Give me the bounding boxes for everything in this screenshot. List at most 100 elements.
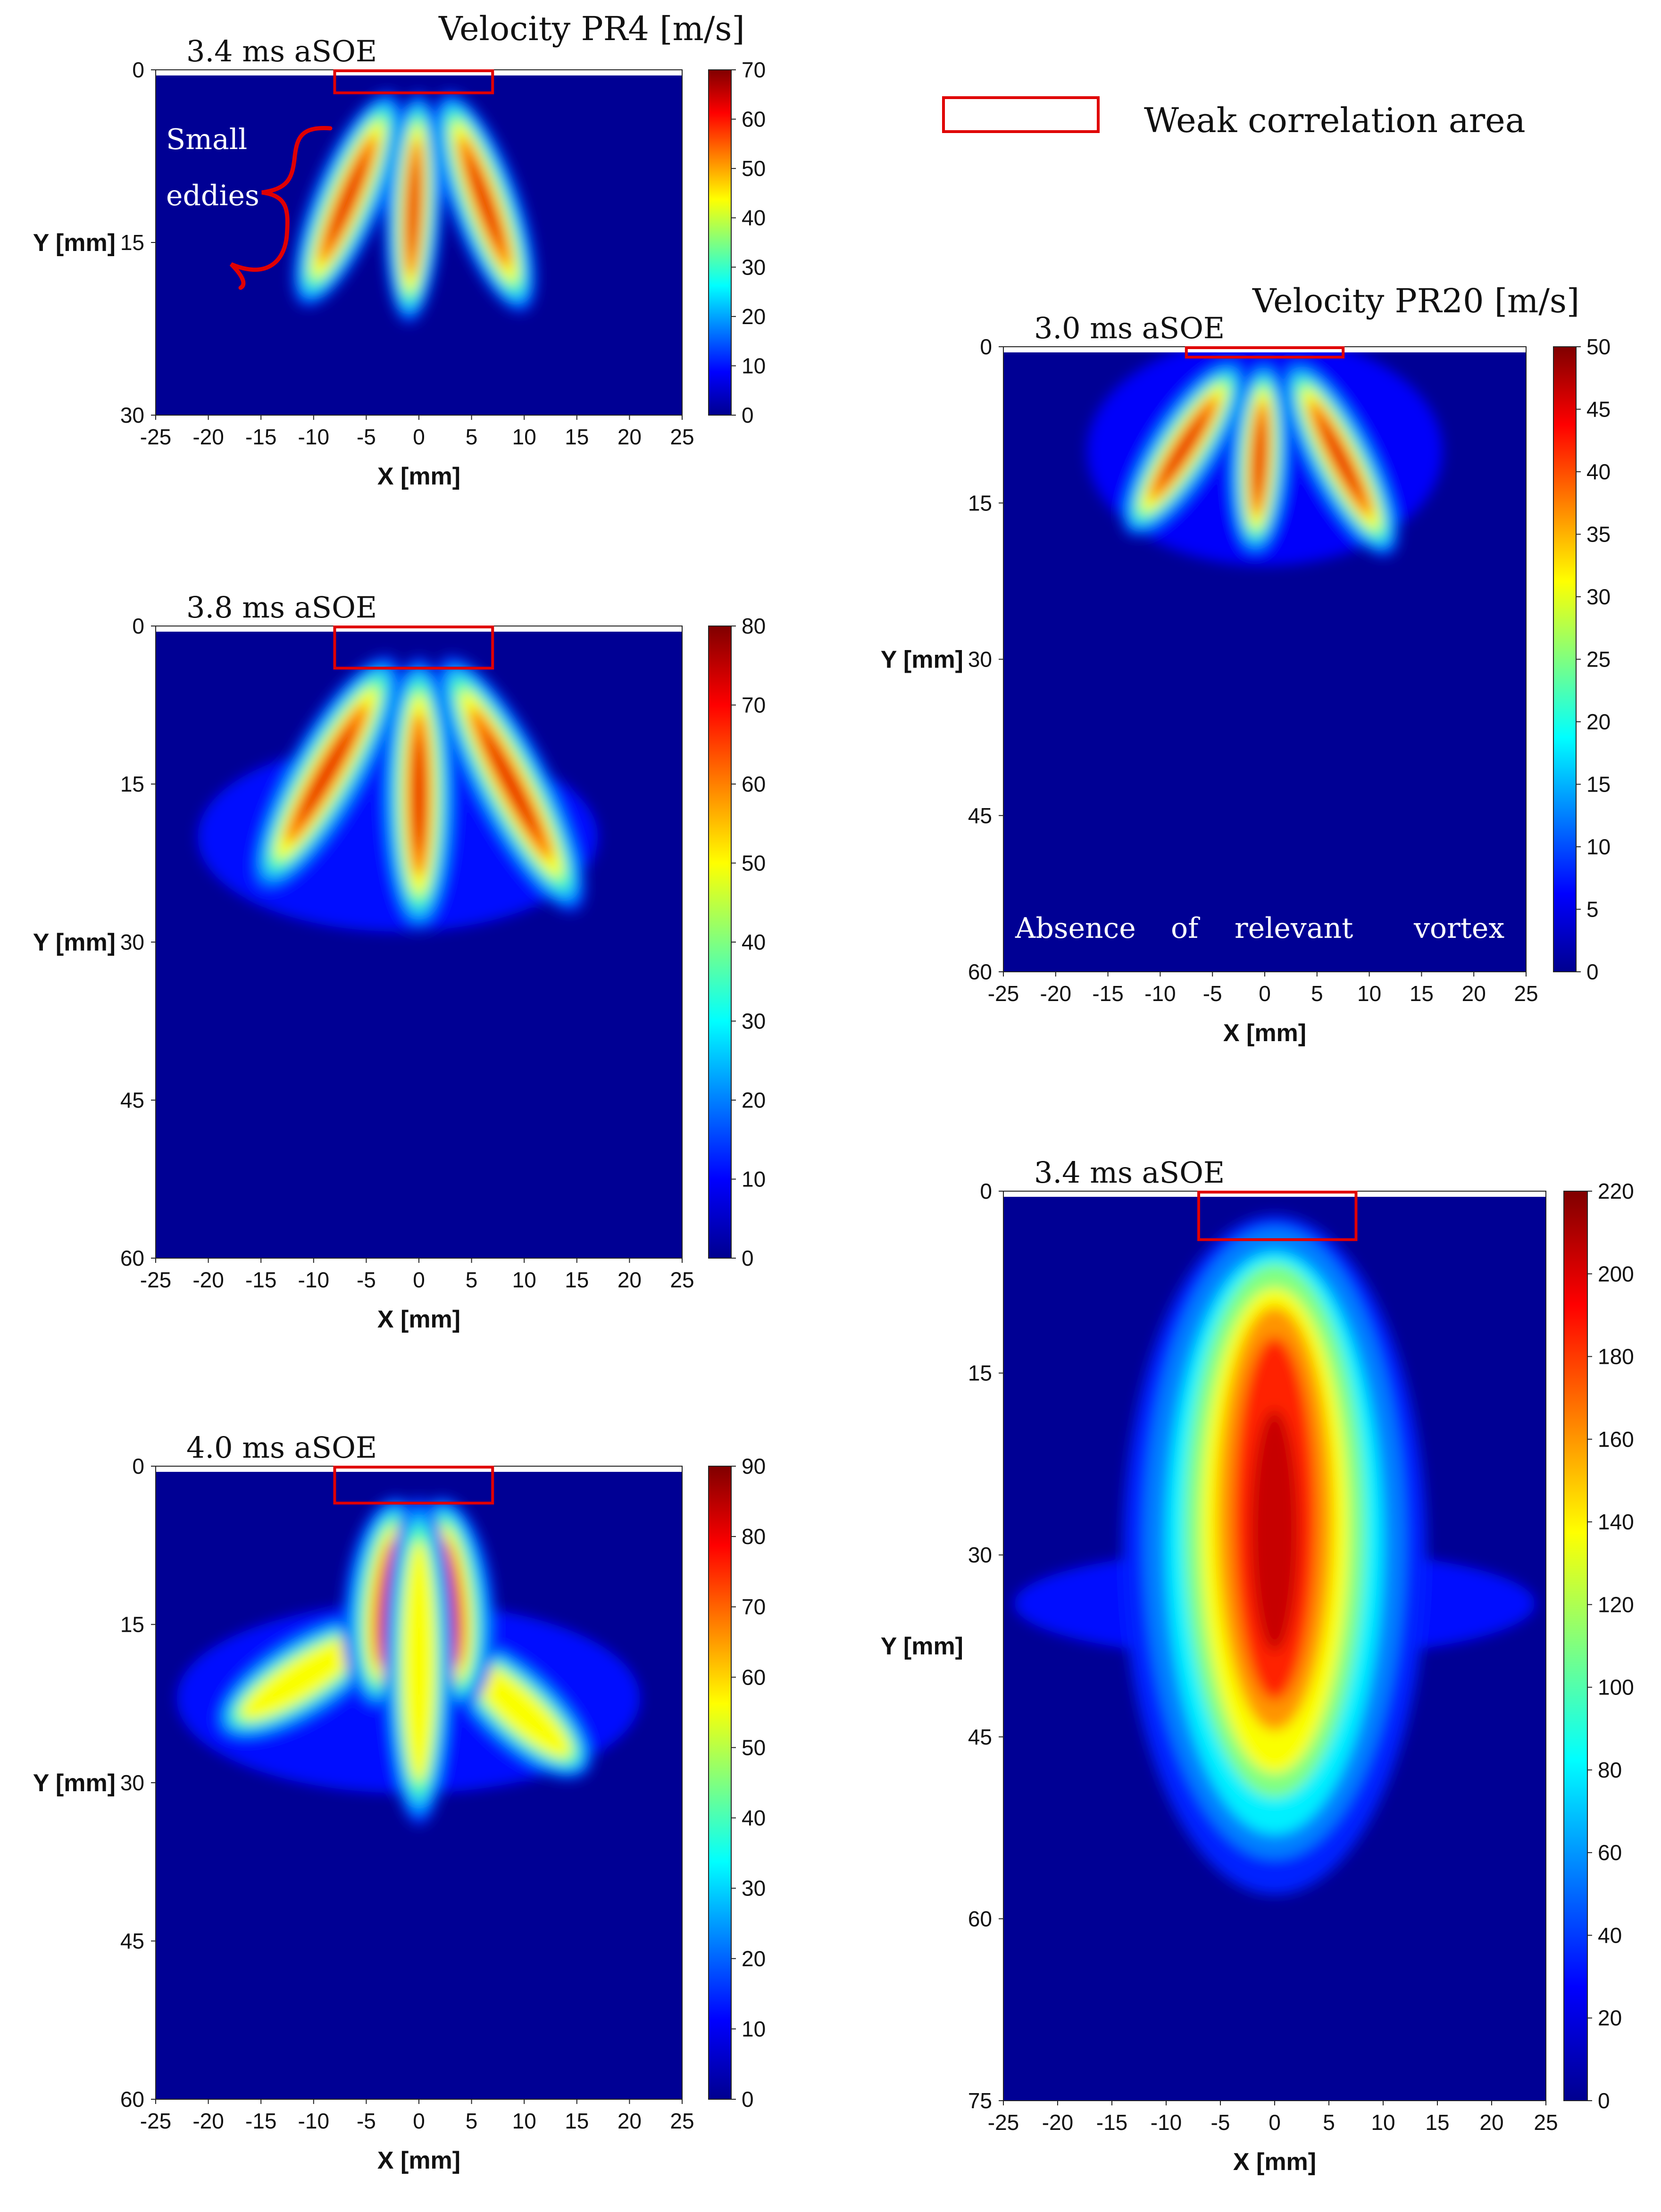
x-tick-label: -25 bbox=[988, 981, 1019, 1006]
x-tick-label: -10 bbox=[1151, 2110, 1182, 2135]
x-tick-label: 20 bbox=[618, 1268, 642, 1292]
x-tick-label: -20 bbox=[192, 2109, 224, 2133]
y-tick-label: 30 bbox=[968, 1543, 992, 1567]
colorbar-tick-label: 20 bbox=[742, 304, 766, 329]
x-tick-label: 5 bbox=[1311, 981, 1323, 1006]
colorbar-tick-label: 60 bbox=[742, 1665, 766, 1689]
colorbar bbox=[1553, 346, 1577, 972]
time-label: 3.4 ms aSOE bbox=[186, 34, 377, 68]
colorbar-tick-label: 60 bbox=[742, 107, 766, 132]
colorbar-tick-label: 40 bbox=[1598, 1923, 1622, 1947]
y-axis-label: Y [mm] bbox=[881, 646, 963, 674]
colorbar-tick-label: 80 bbox=[742, 614, 766, 638]
x-tick-label: -15 bbox=[245, 1268, 276, 1292]
y-tick-label: 15 bbox=[968, 491, 992, 515]
x-tick-label: 5 bbox=[1323, 2110, 1335, 2135]
colorbar-tick-label: 30 bbox=[742, 255, 766, 279]
colorbar-tick-label: 20 bbox=[1586, 710, 1611, 734]
x-tick-label: -5 bbox=[357, 1268, 376, 1292]
y-tick-label: 0 bbox=[980, 334, 992, 359]
colorbar-tick-label: 30 bbox=[742, 1876, 766, 1901]
colorbar bbox=[1563, 1191, 1588, 2101]
colorbar-tick-label: 180 bbox=[1598, 1344, 1634, 1369]
colorbar-tick-label: 20 bbox=[1598, 2006, 1622, 2030]
colorbar-tick-label: 0 bbox=[742, 403, 754, 427]
colorbar-tick-label: 30 bbox=[1586, 584, 1611, 609]
x-tick-label: -10 bbox=[298, 1268, 329, 1292]
y-tick-label: 75 bbox=[968, 2088, 992, 2113]
colorbar-tick-label: 160 bbox=[1598, 1427, 1634, 1452]
colorbar-tick-label: 120 bbox=[1598, 1592, 1634, 1617]
weak-correlation-box bbox=[333, 69, 494, 94]
heatmap-panel-1: -25 -20 -15 -10 -5 0 5 10 15 20 25 0 15 30 X [mm] Y [mm… bbox=[33, 34, 766, 490]
weak-correlation-box bbox=[333, 1466, 494, 1505]
colorbar-tick-label: 0 bbox=[742, 2087, 754, 2112]
velocity-field bbox=[292, 92, 537, 323]
colorbar bbox=[708, 69, 732, 416]
x-tick-label: 5 bbox=[466, 425, 478, 449]
colorbar-tick-label: 200 bbox=[1598, 1261, 1634, 1286]
x-tick-label: 15 bbox=[565, 425, 589, 449]
colorbar-tick-label: 50 bbox=[742, 851, 766, 876]
x-tick-label: -15 bbox=[245, 2109, 276, 2133]
y-tick-label: 30 bbox=[968, 647, 992, 672]
weak-correlation-box bbox=[1197, 1191, 1358, 1241]
colorbar-tick-label: 50 bbox=[742, 1735, 766, 1760]
colorbar-tick-label: 70 bbox=[742, 693, 766, 718]
x-tick-label: 25 bbox=[670, 425, 694, 449]
velocity-field bbox=[1087, 347, 1443, 566]
heatmap-panel-3: -25 -20 -15 -10 -5 0 5 10 15 20 25 0 15 30 45 60 X [mm] Y… bbox=[33, 1430, 766, 2174]
heatmap-panel-2: -25 -20 -15 -10 -5 0 5 10 15 20 25 0 15 30 45 60 X [mm] Y… bbox=[33, 590, 766, 1333]
time-label: 3.0 ms aSOE bbox=[1034, 311, 1225, 345]
x-tick-label: 25 bbox=[670, 1268, 694, 1292]
x-tick-label: -5 bbox=[357, 2109, 376, 2133]
y-tick-label: 0 bbox=[132, 58, 144, 82]
y-tick-label: 60 bbox=[968, 1906, 992, 1931]
colorbar-tick-label: 50 bbox=[1586, 334, 1611, 359]
colorbar-tick-label: 40 bbox=[742, 1806, 766, 1830]
x-tick-label: -20 bbox=[1042, 2110, 1073, 2135]
y-axis-label: Y [mm] bbox=[33, 929, 116, 956]
x-tick-label: -15 bbox=[1092, 981, 1123, 1006]
x-tick-label: -25 bbox=[140, 1268, 171, 1292]
x-tick-label: 25 bbox=[1534, 2110, 1558, 2135]
x-tick-label: 15 bbox=[1410, 981, 1434, 1006]
y-tick-label: 60 bbox=[120, 2087, 144, 2112]
heatmap-panel-5: -25 -20 -15 -10 -5 0 5 10 15 20 25 0 15 30 45 60 75 X [mm… bbox=[881, 1155, 1634, 2176]
small-eddies-annotation: Small bbox=[166, 123, 247, 156]
y-tick-label: 60 bbox=[120, 1246, 144, 1270]
colorbar-tick-label: 20 bbox=[742, 1946, 766, 1971]
x-tick-label: -15 bbox=[245, 425, 276, 449]
x-tick-label: -5 bbox=[357, 425, 376, 449]
y-tick-label: 0 bbox=[132, 614, 144, 638]
x-tick-label: -20 bbox=[1040, 981, 1071, 1006]
colorbar-tick-label: 40 bbox=[742, 206, 766, 230]
colorbar-tick-label: 50 bbox=[742, 156, 766, 181]
y-tick-label: 45 bbox=[120, 1088, 144, 1112]
x-axis-label: X [mm] bbox=[1223, 1019, 1306, 1047]
x-tick-label: -25 bbox=[988, 2110, 1019, 2135]
small-eddies-annotation-line2: eddies bbox=[166, 179, 259, 212]
y-tick-label: 45 bbox=[968, 1725, 992, 1749]
colorbar-tick-label: 40 bbox=[1586, 459, 1611, 484]
y-tick-label: 45 bbox=[968, 803, 992, 828]
x-tick-label: -5 bbox=[1211, 2110, 1230, 2135]
colorbar-tick-label: 80 bbox=[742, 1524, 766, 1549]
colorbar-tick-label: 25 bbox=[1586, 647, 1611, 672]
colorbar-tick-label: 40 bbox=[742, 930, 766, 954]
colorbar-tick-label: 90 bbox=[742, 1454, 766, 1478]
colorbar-tick-label: 70 bbox=[742, 1594, 766, 1619]
y-tick-label: 30 bbox=[120, 1770, 144, 1795]
x-tick-label: 25 bbox=[670, 2109, 694, 2133]
y-tick-label: 15 bbox=[968, 1361, 992, 1386]
x-tick-label: -20 bbox=[192, 1268, 224, 1292]
legend: Weak correlation area bbox=[942, 96, 1526, 140]
x-tick-label: 5 bbox=[466, 1268, 478, 1292]
x-tick-label: -20 bbox=[192, 425, 224, 449]
x-axis-label: X [mm] bbox=[377, 2147, 460, 2174]
y-tick-label: 15 bbox=[120, 1612, 144, 1637]
x-tick-label: -5 bbox=[1203, 981, 1222, 1006]
x-tick-label: 15 bbox=[565, 2109, 589, 2133]
weak-correlation-box bbox=[333, 626, 494, 670]
time-label: 3.4 ms aSOE bbox=[1034, 1155, 1225, 1190]
